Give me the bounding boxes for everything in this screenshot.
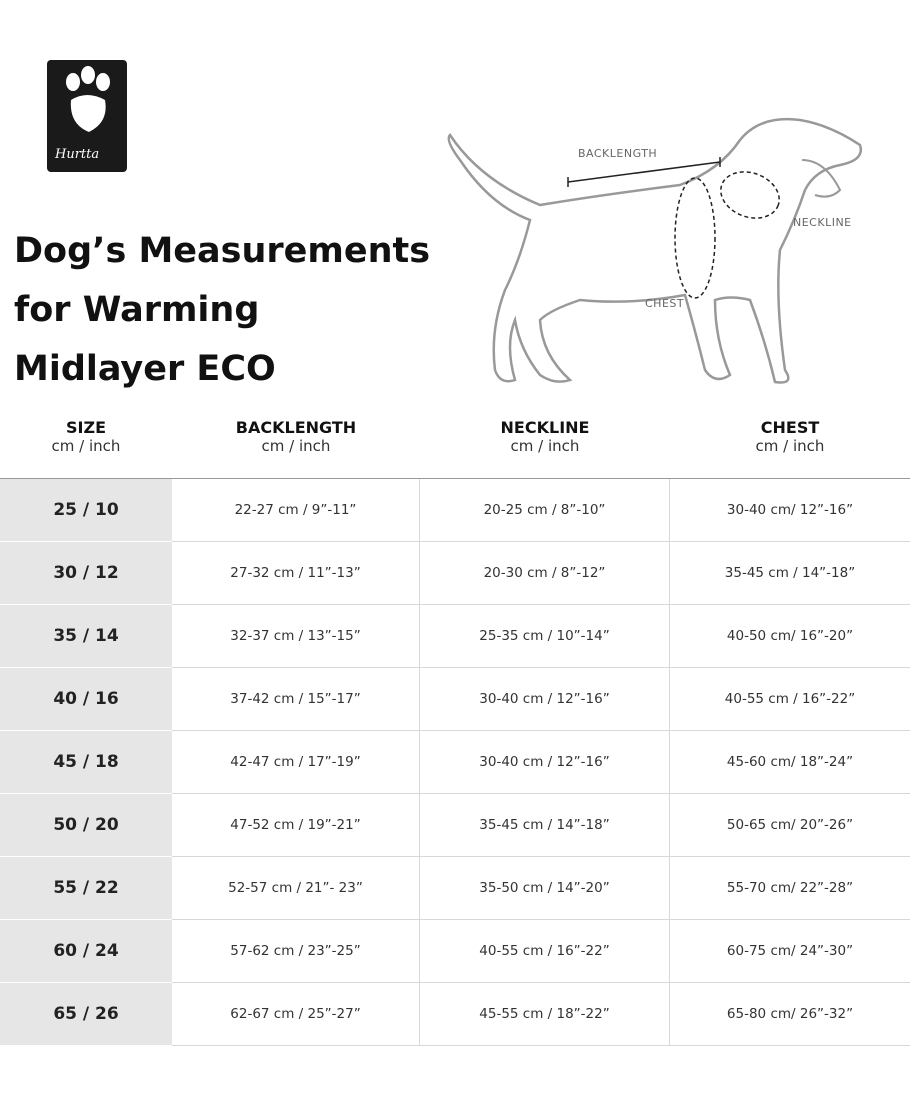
measure-cell: 20-25 cm / 8”-10”	[420, 479, 670, 542]
measure-cell: 60-75 cm/ 24”-30”	[670, 920, 910, 983]
column-title: NECKLINE	[500, 418, 590, 437]
column-unit: cm / inch	[510, 437, 580, 455]
paw-icon	[66, 66, 110, 132]
measure-cell: 52-57 cm / 21”- 23”	[172, 857, 420, 920]
measure-cell: 47-52 cm / 19”-21”	[172, 794, 420, 857]
measure-cell: 45-55 cm / 18”-22”	[420, 983, 670, 1046]
measure-cell: 30-40 cm/ 12”-16”	[670, 479, 910, 542]
measure-cell: 35-45 cm / 14”-18”	[420, 794, 670, 857]
measure-cell: 55-70 cm/ 22”-28”	[670, 857, 910, 920]
size-cell: 55 / 22	[0, 857, 172, 920]
measure-cell: 42-47 cm / 17”-19”	[172, 731, 420, 794]
size-table: SIZE cm / inch BACKLENGTH cm / inch NECKLINE…	[0, 418, 910, 1046]
size-cell: 30 / 12	[0, 542, 172, 605]
size-cell: 60 / 24	[0, 920, 172, 983]
table-row: 35 / 14 32-37 cm / 13”-15” 25-35 cm / 10”-…	[0, 605, 910, 668]
label-backlength: BACKLENGTH	[578, 147, 657, 160]
title-line: Dog’s Measurements	[14, 231, 431, 271]
size-cell: 45 / 18	[0, 731, 172, 794]
table-row: 40 / 16 37-42 cm / 15”-17” 30-40 cm / 12”-…	[0, 668, 910, 731]
measure-cell: 40-50 cm/ 16”-20”	[670, 605, 910, 668]
measure-cell: 40-55 cm / 16”-22”	[420, 920, 670, 983]
column-unit: cm / inch	[261, 437, 331, 455]
table-row: 65 / 26 62-67 cm / 25”-27” 45-55 cm / 18”-…	[0, 983, 910, 1046]
measure-cell: 22-27 cm / 9”-11”	[172, 479, 420, 542]
header-cell: BACKLENGTH cm / inch	[172, 418, 420, 478]
measure-cell: 45-60 cm/ 18”-24”	[670, 731, 910, 794]
size-cell: 40 / 16	[0, 668, 172, 731]
measure-cell: 20-30 cm / 8”-12”	[420, 542, 670, 605]
measure-cell: 35-50 cm / 14”-20”	[420, 857, 670, 920]
column-unit: cm / inch	[755, 437, 825, 455]
measure-cell: 37-42 cm / 15”-17”	[172, 668, 420, 731]
table-row: 55 / 22 52-57 cm / 21”- 23” 35-50 cm / 14”…	[0, 857, 910, 920]
measure-cell: 30-40 cm / 12”-16”	[420, 731, 670, 794]
measure-cell: 30-40 cm / 12”-16”	[420, 668, 670, 731]
header-cell: SIZE cm / inch	[0, 418, 172, 478]
measure-cell: 62-67 cm / 25”-27”	[172, 983, 420, 1046]
measure-cell: 65-80 cm/ 26”-32”	[670, 983, 910, 1046]
table-row: 60 / 24 57-62 cm / 23”-25” 40-55 cm / 16”-…	[0, 920, 910, 983]
dog-diagram: BACKLENGTH NECKLINE CHEST	[447, 118, 863, 384]
size-cell: 65 / 26	[0, 983, 172, 1046]
title-line: for Warming	[14, 290, 260, 330]
label-chest: CHEST	[645, 297, 684, 310]
brand: Hurtta	[55, 147, 100, 162]
size-cell: 35 / 14	[0, 605, 172, 668]
title-line: Midlayer ECO	[14, 349, 276, 389]
header-cell: CHEST cm / inch	[670, 418, 910, 478]
table-row: 25 / 10 22-27 cm / 9”-11” 20-25 cm / 8”-10…	[0, 479, 910, 542]
measure-cell: 32-37 cm / 13”-15”	[172, 605, 420, 668]
column-title: CHEST	[760, 418, 820, 437]
measure-cell: 40-55 cm / 16”-22”	[670, 668, 910, 731]
measure-cell: 27-32 cm / 11”-13”	[172, 542, 420, 605]
measure-cell: 25-35 cm / 10”-14”	[420, 605, 670, 668]
table-row: 50 / 20 47-52 cm / 19”-21” 35-45 cm / 14”-…	[0, 794, 910, 857]
column-unit: cm / inch	[51, 437, 121, 455]
header-cell: NECKLINE cm / inch	[420, 418, 670, 478]
measure-cell: 35-45 cm / 14”-18”	[670, 542, 910, 605]
size-cell: 25 / 10	[0, 479, 172, 542]
measure-cell: 57-62 cm / 23”-25”	[172, 920, 420, 983]
size-cell: 50 / 20	[0, 794, 172, 857]
logo: Hurtta	[47, 60, 127, 172]
title: Dog’s Measurements for Warming Midlayer …	[14, 222, 430, 399]
measure-cell: 50-65 cm/ 20”-26”	[670, 794, 910, 857]
table-row: 45 / 18 42-47 cm / 17”-19” 30-40 cm / 12”-…	[0, 731, 910, 794]
label-neckline: NECKLINE	[793, 216, 852, 229]
column-title: SIZE	[65, 418, 106, 437]
header-row: SIZE cm / inch BACKLENGTH cm / inch NECKLINE…	[0, 418, 910, 479]
table-row: 30 / 12 27-32 cm / 11”-13” 20-30 cm / 8”-1…	[0, 542, 910, 605]
column-title: BACKLENGTH	[235, 418, 357, 437]
